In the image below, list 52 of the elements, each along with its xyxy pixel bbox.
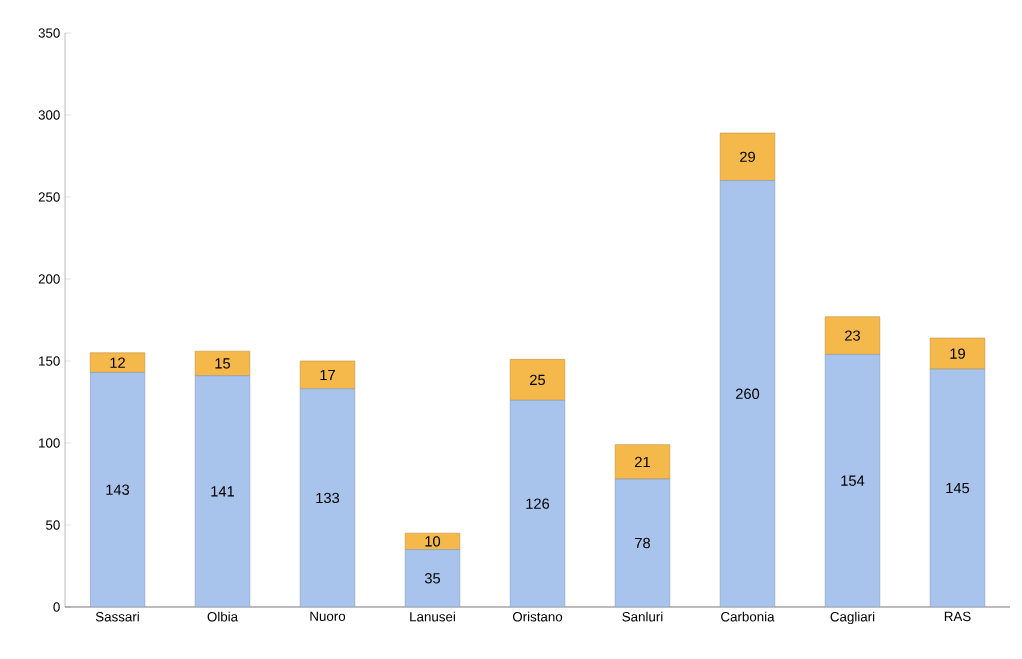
data-label: 143: [106, 484, 130, 495]
y-tick-label: 150: [39, 356, 60, 366]
data-label: 25: [530, 374, 546, 386]
data-label: 260: [735, 388, 760, 399]
bar: [194, 350, 251, 377]
bar: [299, 360, 356, 390]
data-label: 145: [946, 482, 970, 494]
bar: [824, 354, 881, 607]
bar: [719, 132, 776, 181]
x-tick-label: RAS: [944, 611, 971, 622]
data-label: 133: [316, 492, 340, 504]
x-tick-label: Carbonia: [721, 611, 775, 622]
bar: [509, 359, 566, 401]
bar: [929, 337, 986, 370]
y-tick-label: 300: [38, 110, 60, 120]
bar: [299, 388, 356, 607]
bar: [194, 375, 251, 607]
y-tick-label: 0: [53, 602, 60, 612]
y-tick-label: 100: [39, 438, 60, 448]
bar: [404, 549, 461, 607]
y-tick-label: 350: [38, 28, 60, 38]
data-label: 15: [215, 358, 231, 369]
bar: [929, 368, 986, 607]
bar: [509, 400, 566, 607]
bar: [719, 180, 776, 607]
bar: [89, 352, 146, 373]
data-label: 19: [950, 348, 965, 359]
bar: [614, 444, 671, 480]
bar: [89, 372, 146, 607]
data-label: 10: [425, 536, 441, 547]
x-tick-label: Sassari: [95, 611, 139, 622]
y-tick-label: 200: [38, 274, 60, 284]
x-tick-label: Nuoro: [310, 611, 346, 621]
data-label: 154: [841, 475, 865, 486]
data-label: 141: [211, 486, 235, 497]
y-tick-label: 250: [38, 192, 60, 202]
data-label: 23: [845, 330, 860, 341]
y-tick-label: 50: [46, 520, 60, 530]
data-label: 29: [740, 151, 755, 162]
bar: [614, 478, 671, 607]
data-label: 17: [320, 369, 335, 380]
bar: [824, 316, 881, 355]
x-tick-label: Olbia: [207, 611, 239, 622]
data-label: 12: [110, 357, 125, 368]
x-tick-label: Sanluri: [622, 611, 663, 622]
data-label: 126: [526, 498, 550, 509]
data-label: 21: [635, 456, 650, 467]
x-tick-label: Lanusei: [410, 611, 455, 622]
x-tick-label: Oristano: [512, 611, 563, 622]
data-label: 78: [635, 537, 650, 549]
x-tick-label: Cagliari: [830, 611, 875, 625]
data-label: 35: [424, 573, 441, 584]
